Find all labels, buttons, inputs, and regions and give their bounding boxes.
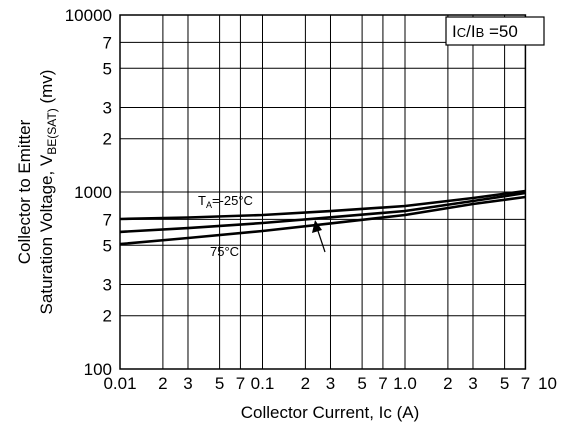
y-tick-label: 1000 (74, 183, 112, 202)
x-tick-label: 2 (443, 374, 452, 393)
y-axis-label-line1: Collector to Emitter (15, 119, 34, 264)
condition-box (445, 16, 545, 46)
cond-i: /I (466, 22, 475, 41)
x-tick-label: 0.01 (103, 374, 136, 393)
x-axis-label: Collector Current, Ic (A) (241, 403, 420, 422)
x-tick-label: 7 (236, 374, 245, 393)
cond-sub: B (476, 25, 485, 40)
y-label-sub: BE(SAT) (45, 108, 59, 154)
y-tick-label: 2 (103, 307, 112, 326)
series-line (119, 195, 526, 246)
x-tick-label: 10 (538, 374, 557, 393)
arrow-shaft (316, 227, 326, 253)
series-line (119, 191, 526, 234)
x-tick-label: 5 (357, 374, 366, 393)
x-tick-label: 5 (215, 374, 224, 393)
y-tick-label: 3 (103, 276, 112, 295)
x-tick-label: 5 (500, 374, 509, 393)
y-tick-label: 100 (84, 360, 112, 379)
x-tick-label: 2 (301, 374, 310, 393)
anno-sub: A (206, 200, 212, 210)
x-tick-label: 0.1 (251, 374, 275, 393)
y-tick-label: 5 (103, 59, 112, 78)
y-tick-label: 10000 (65, 6, 112, 25)
anno-rest: =-25°C (212, 193, 253, 208)
y-axis-label-line2: Saturation Voltage, VBE(SAT) (mv) (37, 70, 59, 315)
cond-sub: C (457, 25, 466, 40)
annotation-cold: TA=-25°C (198, 193, 253, 210)
x-tick-label: 1.0 (393, 374, 417, 393)
y-tick-label: 5 (103, 236, 112, 255)
x-tick-label: 3 (326, 374, 335, 393)
cond-i: I (452, 22, 457, 41)
x-tick-label: 7 (521, 374, 530, 393)
y-tick-label: 3 (103, 99, 112, 118)
y-tick-label: 7 (103, 33, 112, 52)
y-tick-label: 2 (103, 130, 112, 149)
y-label-text: Saturation Voltage, V (37, 154, 56, 314)
condition-label: IC/IB =50 (452, 22, 518, 41)
x-tick-label: 2 (158, 374, 167, 393)
y-label-unit: (mv) (37, 70, 56, 109)
x-tick-label: 3 (183, 374, 192, 393)
arrow-head (312, 220, 322, 233)
series-line (119, 189, 526, 221)
anno-t: T (198, 193, 206, 208)
y-tick-label: 7 (103, 210, 112, 229)
x-tick-label: 3 (468, 374, 477, 393)
annotation-hot: 75°C (210, 244, 239, 259)
x-tick-label: 7 (378, 374, 387, 393)
cond-rest: =50 (484, 22, 518, 41)
